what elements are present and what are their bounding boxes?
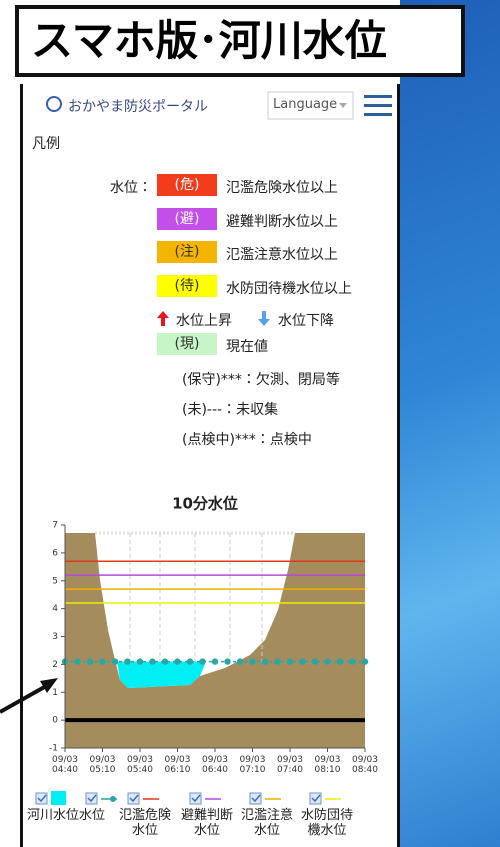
- slide-background: [400, 0, 500, 847]
- level-dot: [361, 658, 369, 665]
- level-text: 氾濫危険水位以上: [226, 180, 338, 196]
- current-text: 現在値: [226, 339, 268, 355]
- level-dot: [124, 658, 131, 665]
- level-dot: [211, 658, 219, 665]
- x-tick-label: 09/03 06:10: [164, 755, 191, 775]
- legend-checkbox: [127, 792, 140, 805]
- menu-bar: [364, 95, 392, 98]
- x-tick-label: 09/03 08:40: [352, 755, 378, 775]
- level-badge: (待): [157, 274, 217, 297]
- menu-bar: [364, 104, 392, 107]
- level-text: 氾濫注意水位以上: [226, 247, 338, 263]
- y-tick-label: 6: [52, 548, 58, 558]
- y-tick-label: 0: [52, 716, 58, 726]
- x-tick-label: 09/03 04:40: [52, 755, 78, 775]
- level-dot: [236, 658, 244, 665]
- y-tick-label: 7: [52, 521, 58, 531]
- y-tick-label: 2: [52, 660, 58, 670]
- legend-title: 凡例: [32, 136, 60, 152]
- legend-checkbox: [189, 792, 202, 805]
- note: (未)---：未収集: [182, 402, 279, 418]
- legend-label: 水位: [78, 808, 105, 823]
- legend-checkbox: [85, 792, 98, 805]
- level-dot: [261, 658, 269, 665]
- x-tick-label: 09/03 08:10: [314, 755, 341, 775]
- banner-title: スマホ版･河川水位: [15, 5, 465, 77]
- level-dot: [174, 658, 181, 665]
- level-dot: [274, 658, 281, 665]
- pointer-arrow: [0, 683, 49, 714]
- note: (点検中)***：点検中: [182, 432, 312, 448]
- level-label: 水位：: [110, 180, 152, 196]
- y-tick-label: 5: [52, 576, 58, 586]
- language-select[interactable]: [267, 91, 354, 120]
- legend-check: [87, 794, 97, 803]
- level-dot: [161, 658, 169, 665]
- x-tick-label: 09/03 05:10: [89, 755, 116, 775]
- legend-checkbox: [35, 792, 48, 805]
- level-dot: [299, 658, 306, 665]
- level-dot: [86, 658, 94, 665]
- level-dot: [74, 658, 81, 665]
- level-badge: (避): [157, 207, 217, 230]
- level-dot: [311, 658, 319, 665]
- river-water: [117, 661, 206, 688]
- x-tick-label: 09/03 07:10: [239, 755, 266, 775]
- current-badge: (現): [157, 333, 217, 355]
- note: (保守)***：欠測、閉局等: [182, 372, 340, 388]
- x-tick-label: 09/03 06:40: [202, 755, 228, 775]
- fall-arrow: [258, 311, 270, 326]
- legend-checkbox: [309, 792, 322, 805]
- level-dot: [136, 658, 144, 665]
- legend-check: [191, 794, 201, 803]
- legend-check: [311, 794, 321, 803]
- level-dot: [224, 658, 231, 665]
- level-dot: [336, 658, 344, 665]
- level-dot: [324, 658, 331, 665]
- level-text: 避難判断水位以上: [226, 213, 338, 230]
- level-dot: [249, 658, 256, 665]
- logo-icon: [46, 96, 62, 112]
- legend-label: 避難判断水位: [180, 808, 233, 838]
- trend-text: 水位上昇: [176, 313, 232, 329]
- x-tick-label: 09/03 07:40: [277, 755, 303, 775]
- legend-checkbox: [249, 792, 262, 805]
- level-dot: [286, 658, 294, 665]
- y-tick-label: 3: [52, 632, 58, 642]
- level-dot: [149, 658, 156, 665]
- y-tick-label: 4: [52, 604, 58, 614]
- rise-arrow: [157, 311, 169, 326]
- legend-label: 河川水位: [26, 808, 79, 823]
- y-tick-label: -1: [49, 744, 58, 754]
- level-text: 水防団待機水位以上: [226, 280, 352, 297]
- level-badge: (危): [157, 174, 217, 196]
- level-dot: [99, 658, 106, 665]
- x-tick-label: 09/03 05:40: [127, 755, 153, 775]
- y-tick-label: 1: [52, 688, 58, 698]
- menu-button[interactable]: [364, 95, 392, 116]
- legend-swatch: [51, 791, 66, 805]
- legend-label: 水防団待機水位: [300, 808, 353, 838]
- level-dot: [199, 658, 206, 665]
- legend-check: [251, 794, 261, 803]
- level-dot: [186, 658, 194, 665]
- legend-label: 氾濫注意水位: [240, 808, 293, 838]
- level-badge: (注): [157, 241, 217, 263]
- select-caret: [339, 103, 347, 108]
- level-dot: [349, 658, 356, 665]
- menu-bar: [364, 113, 392, 116]
- level-dot: [111, 658, 119, 665]
- legend-check: [37, 794, 47, 803]
- trend-text: 水位下降: [278, 313, 334, 329]
- legend-swatch-dot: [110, 796, 116, 802]
- logo-text: おかやま防災ポータル: [68, 99, 208, 115]
- chart-title: 10分水位: [172, 495, 238, 513]
- pointer-arrow-head: [40, 678, 58, 693]
- language-label: Language: [273, 97, 338, 112]
- legend-check: [129, 794, 139, 803]
- riverbed: [65, 533, 365, 748]
- legend-label: 氾濫危険水位: [118, 808, 171, 838]
